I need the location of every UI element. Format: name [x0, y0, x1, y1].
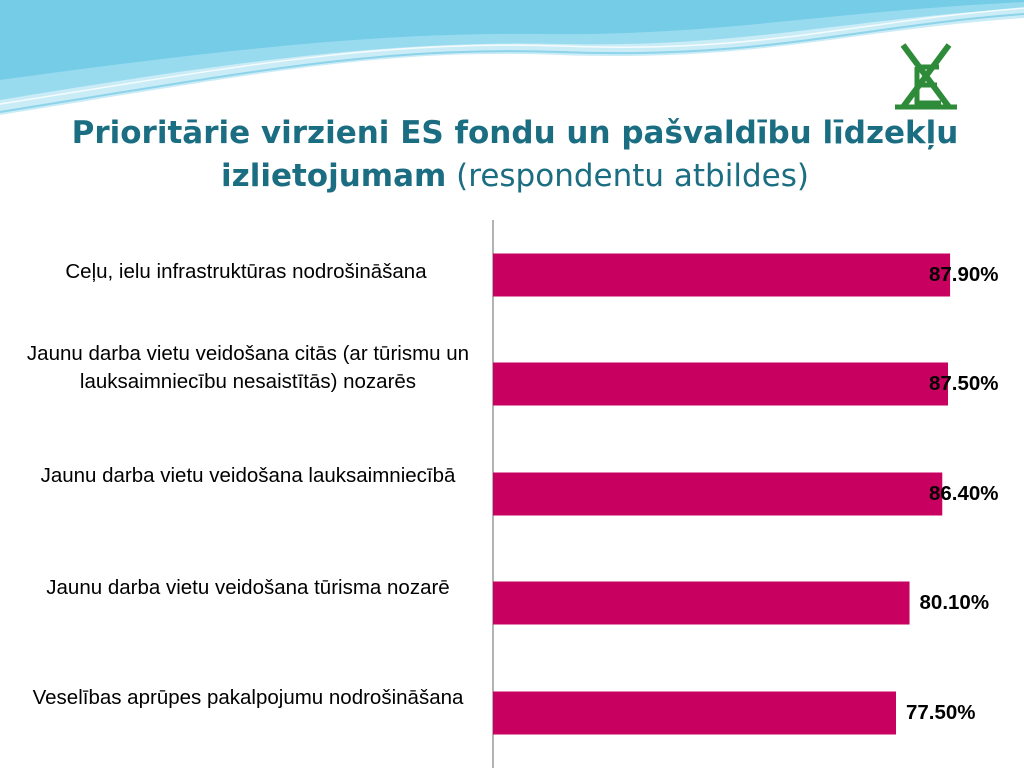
logo-icon: [895, 43, 957, 110]
header-wave-decoration: [0, 0, 1024, 115]
value-label-3: 86.40%: [929, 482, 999, 505]
value-label-1: 87.90%: [929, 263, 999, 286]
bar-4: [493, 581, 910, 625]
value-label-2: 87.50%: [929, 372, 999, 395]
chart-title-sub: (respondentu atbildes): [456, 158, 809, 194]
bar-1: [493, 253, 951, 297]
category-label-5: Veselības aprūpes pakalpojumu nodrošināš…: [32, 686, 464, 709]
bar-5: [493, 691, 896, 735]
category-label-4: Jaunu darba vietu veidošana tūrisma noza…: [46, 576, 450, 599]
bar-3: [493, 472, 943, 516]
chart-title-main: Prioritārie virzieni ES fondu un pašvald…: [71, 115, 959, 194]
value-label-5: 77.50%: [906, 701, 976, 724]
value-label-4: 80.10%: [919, 591, 990, 614]
category-label-3: Jaunu darba vietu veidošana lauksaimniec…: [40, 464, 456, 487]
bar-2: [493, 362, 948, 406]
category-label-2: Jaunu darba vietu veidošana citās (ar tū…: [26, 342, 470, 393]
category-label-1: Ceļu, ielu infrastruktūras nodrošināšana: [65, 260, 427, 283]
chart-title: Prioritārie virzieni ES fondu un pašvald…: [60, 112, 970, 198]
